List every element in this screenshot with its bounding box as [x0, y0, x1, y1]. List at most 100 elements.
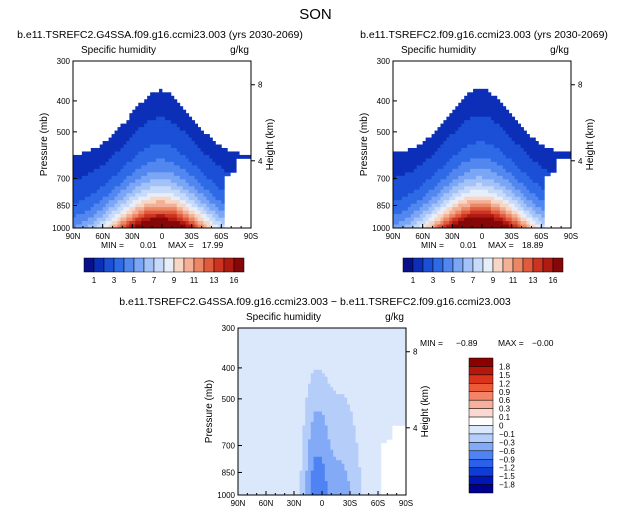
field-cell	[150, 189, 154, 194]
field-cell	[153, 147, 157, 152]
field-cell	[291, 328, 295, 332]
field-cell	[257, 401, 261, 405]
field-cell	[153, 210, 157, 215]
field-cell	[410, 196, 415, 201]
field-cell	[188, 179, 193, 184]
field-cell	[221, 217, 225, 222]
field-cell	[188, 130, 193, 135]
field-cell	[144, 116, 148, 121]
field-cell	[319, 373, 323, 378]
field-cell	[313, 439, 317, 444]
field-cell	[243, 477, 247, 482]
field-cell	[129, 182, 133, 187]
field-cell	[120, 154, 124, 159]
field-cell	[238, 383, 242, 388]
field-cell	[194, 137, 198, 142]
field-cell	[316, 418, 320, 423]
field-cell	[150, 207, 154, 212]
field-cell	[316, 446, 320, 451]
field-cell	[138, 196, 142, 201]
field-cell	[316, 432, 320, 437]
field-cell	[324, 341, 328, 346]
field-cell	[173, 106, 178, 111]
field-cell	[523, 137, 527, 142]
field-cell	[511, 144, 516, 149]
field-cell	[532, 165, 536, 170]
field-cell	[327, 397, 331, 402]
field-cell	[324, 348, 328, 353]
field-cell	[499, 109, 504, 114]
field-cell	[280, 348, 284, 353]
field-cell	[288, 373, 292, 378]
field-cell	[126, 186, 130, 191]
panel-2: b.e11.TSREFC2.f09.g16.ccmi23.003 (yrs 20…	[359, 29, 608, 285]
field-cell	[330, 376, 334, 381]
field-cell	[268, 442, 272, 447]
field-cell	[401, 172, 406, 177]
field-cell	[274, 345, 278, 350]
field-cell	[422, 186, 427, 191]
field-cell	[446, 172, 450, 177]
field-cell	[254, 428, 258, 433]
field-cell	[206, 189, 210, 194]
field-cell	[268, 488, 272, 492]
field-cell	[260, 428, 264, 433]
field-cell	[263, 425, 267, 430]
field-cell	[221, 196, 225, 201]
field-cell	[135, 200, 139, 205]
field-cell	[271, 390, 275, 395]
field-cell	[529, 196, 533, 201]
field-cell	[117, 130, 121, 135]
field-cell	[455, 165, 459, 170]
field-cell	[191, 123, 196, 128]
field-cell	[470, 158, 474, 163]
field-cell	[490, 141, 495, 145]
field-cell	[170, 95, 175, 100]
field-cell	[319, 352, 323, 357]
field-cell	[322, 470, 326, 475]
field-cell	[299, 352, 303, 357]
field-cell	[550, 161, 554, 166]
field-cell	[117, 189, 121, 194]
field-cell	[147, 99, 151, 104]
field-cell	[508, 207, 513, 212]
field-cell	[547, 168, 551, 173]
field-cell	[209, 161, 213, 166]
field-cell	[333, 341, 337, 346]
field-cell	[191, 137, 196, 142]
field-cell	[434, 203, 438, 208]
field-cell	[246, 366, 250, 371]
field-cell	[319, 394, 323, 398]
field-cell	[271, 404, 275, 409]
field-cell	[126, 151, 130, 156]
field-cell	[437, 224, 441, 229]
field-cell	[182, 196, 187, 201]
field-cell	[425, 196, 429, 201]
field-cell	[526, 147, 530, 152]
field-cell	[302, 376, 306, 381]
field-cell	[526, 179, 530, 184]
max-value: 18.89	[522, 240, 544, 250]
field-cell	[162, 154, 166, 159]
field-cell	[547, 154, 551, 159]
field-cell	[93, 196, 98, 201]
field-cell	[170, 165, 175, 170]
field-cell	[502, 203, 507, 208]
field-cell	[294, 341, 298, 346]
field-cell	[461, 189, 465, 194]
field-cell	[393, 186, 397, 191]
field-cell	[308, 414, 312, 419]
field-cell	[458, 147, 462, 152]
field-cell	[200, 189, 204, 194]
field-cell	[484, 221, 489, 225]
field-cell	[215, 168, 219, 173]
field-cell	[291, 383, 295, 388]
field-cell	[294, 481, 298, 485]
field-cell	[240, 380, 244, 385]
field-cell	[252, 390, 256, 395]
field-cell	[227, 172, 231, 177]
field-cell	[126, 130, 130, 135]
field-cell	[404, 179, 409, 184]
field-cell	[254, 366, 258, 371]
field-cell	[159, 113, 163, 118]
